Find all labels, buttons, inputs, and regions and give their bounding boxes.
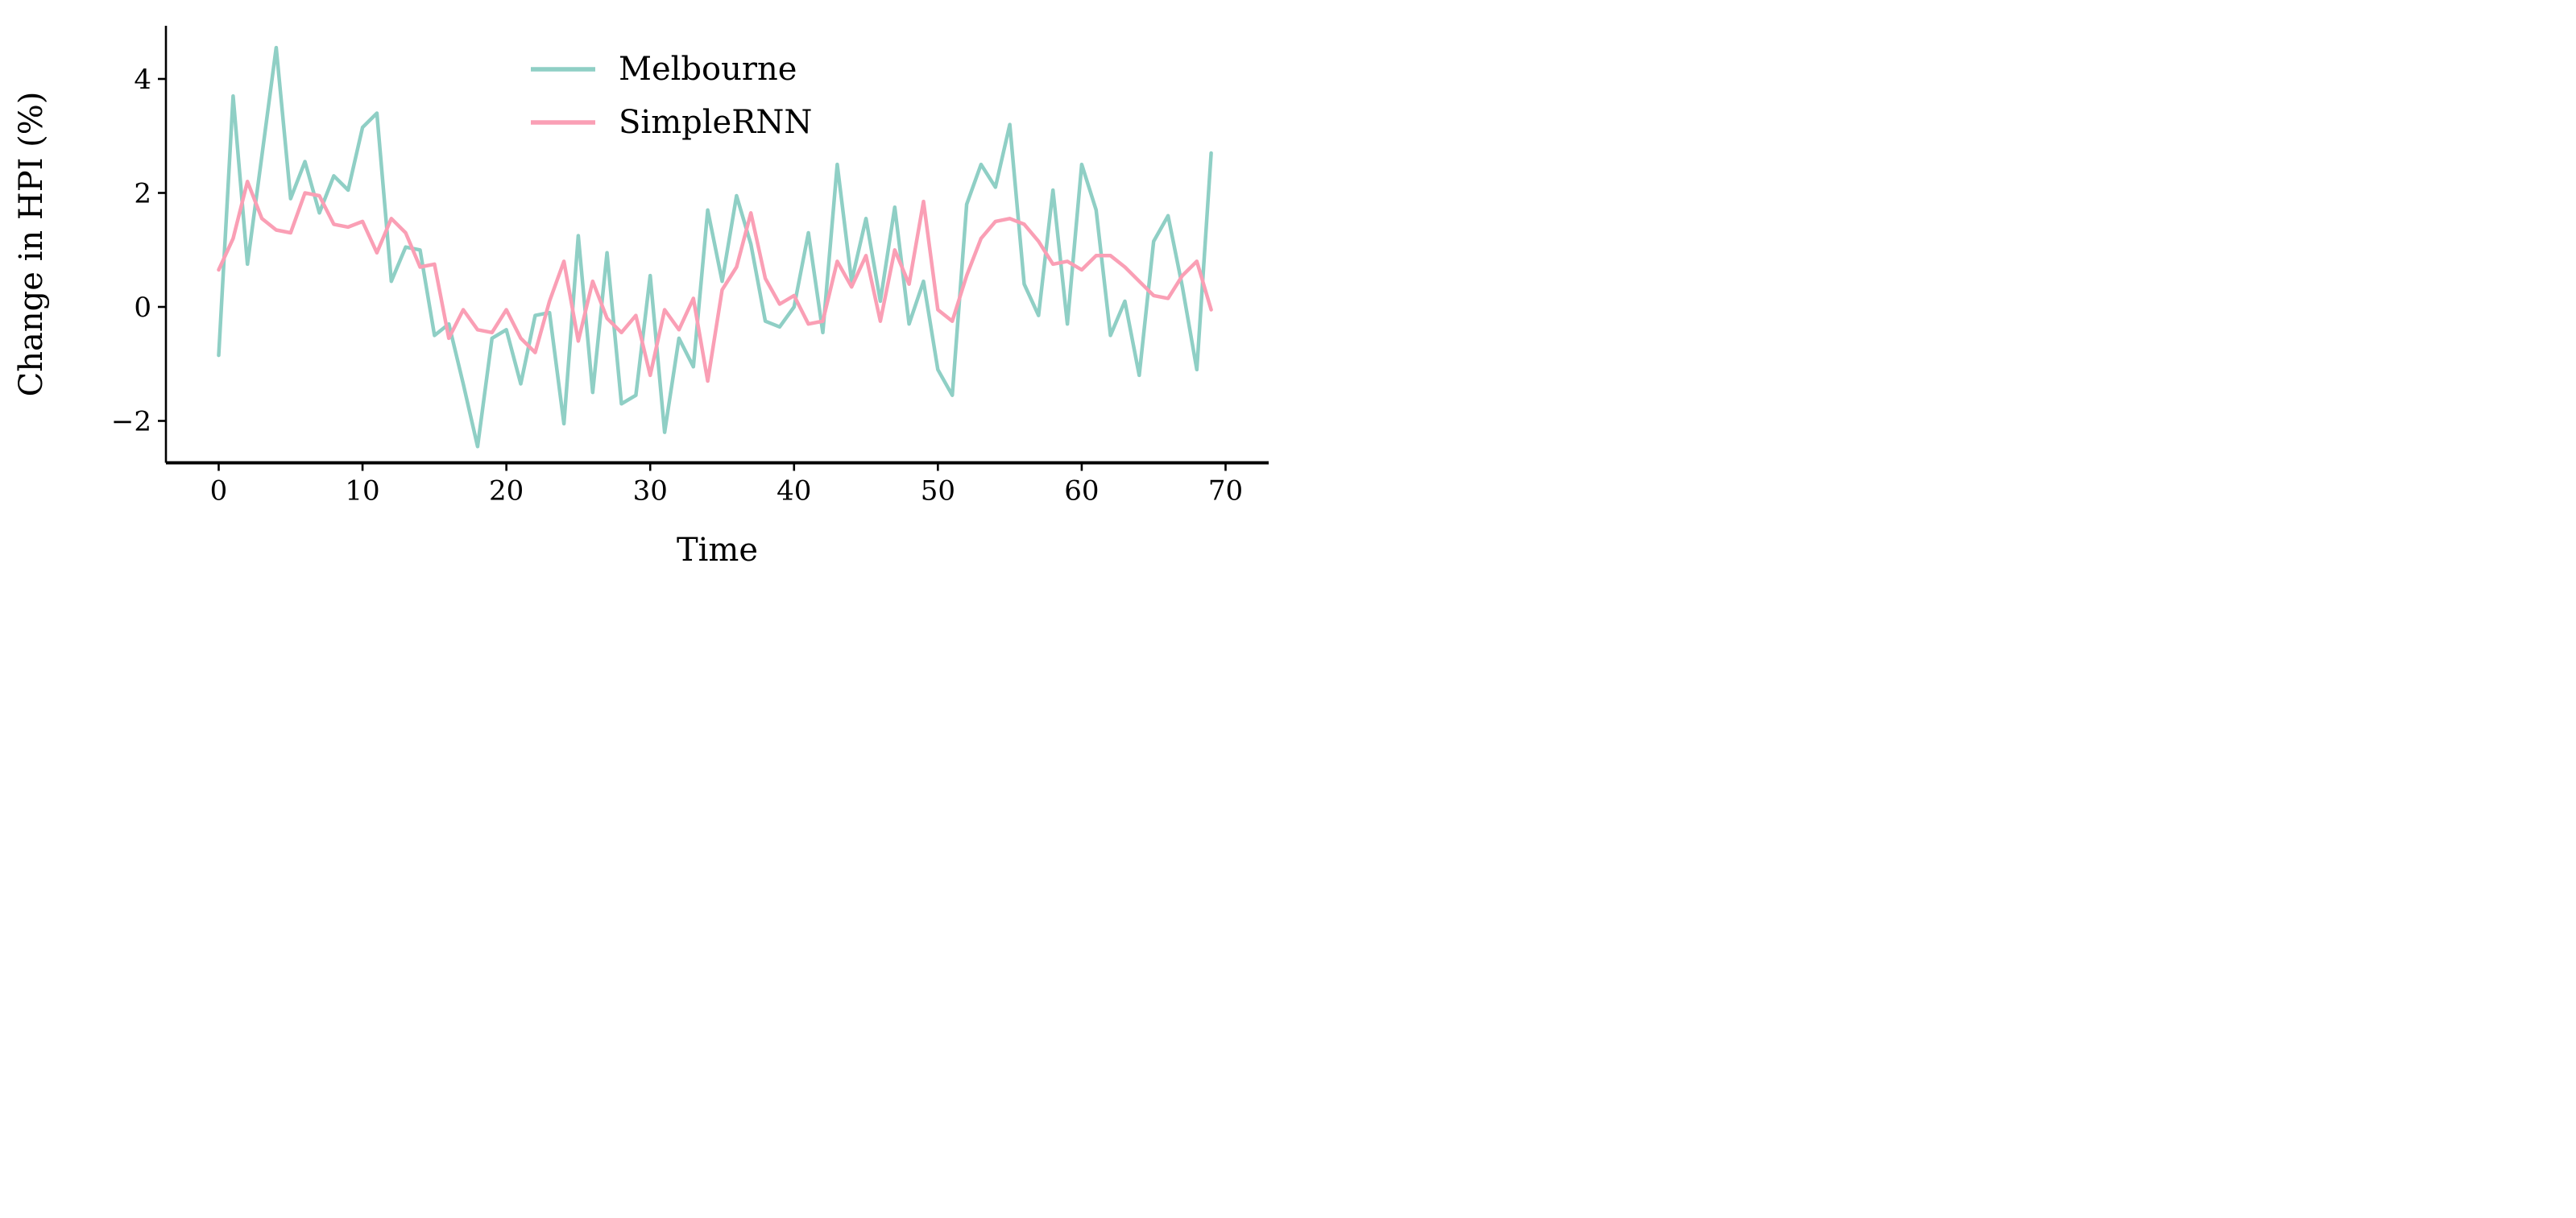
legend-label-simplernn: SimpleRNN [619, 104, 812, 141]
y-tick-label: 4 [134, 64, 151, 96]
x-tick-label: 20 [489, 475, 524, 508]
x-tick-label: 50 [921, 475, 955, 508]
y-axis-label: Change in HPI (%) [13, 92, 50, 397]
axes-spines [164, 26, 1269, 465]
x-tick-label: 30 [633, 475, 668, 508]
legend: Melbourne SimpleRNN [531, 51, 812, 141]
y-tick-label: 2 [134, 178, 151, 210]
x-tick-label: 0 [210, 475, 228, 508]
x-tick-label: 60 [1064, 475, 1099, 508]
x-axis-label: Time [677, 532, 758, 569]
y-tick-label: 0 [134, 292, 151, 324]
line-chart-figure: 0 10 20 30 40 50 60 70 4 2 0 −2 Time Change in HPI … [0, 0, 1288, 609]
y-tick-label: −2 [111, 406, 151, 438]
series-lines [217, 45, 1213, 449]
x-tick-label: 70 [1208, 475, 1243, 508]
series-line-simplernn [217, 180, 1213, 383]
x-tick-label: 10 [345, 475, 379, 508]
x-tick-label: 40 [777, 475, 811, 508]
legend-label-melbourne: Melbourne [619, 51, 797, 88]
